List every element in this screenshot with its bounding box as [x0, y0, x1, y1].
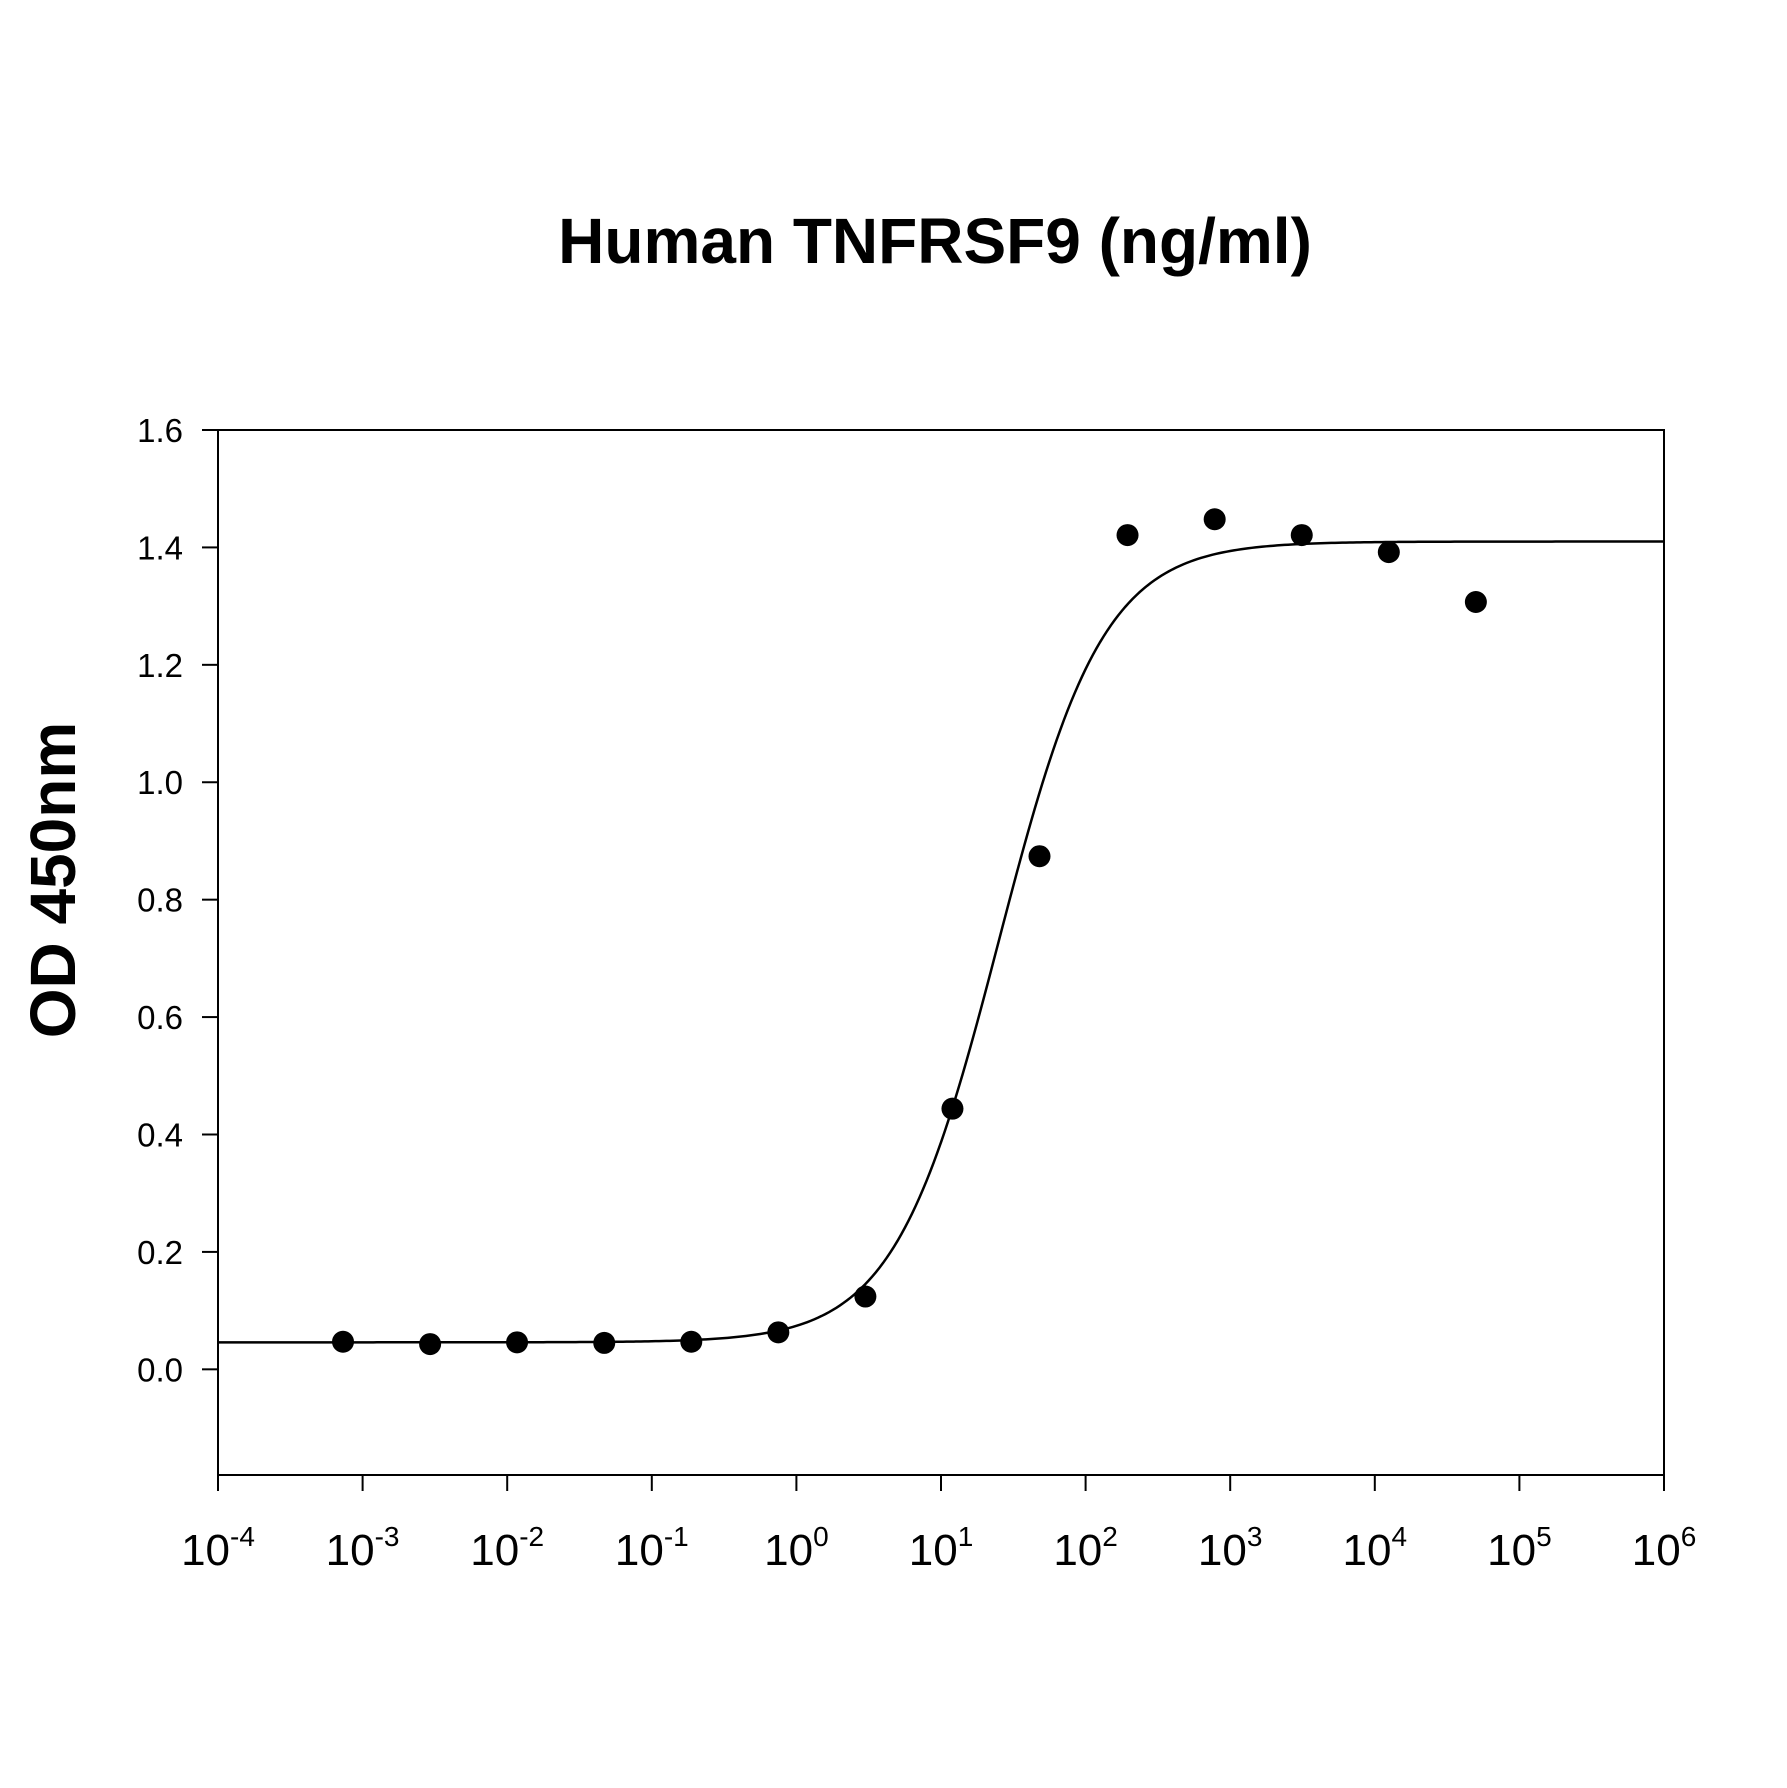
data-point-9 — [1116, 524, 1139, 547]
x-tick-label-8: 104 — [1343, 1521, 1408, 1575]
data-point-1 — [419, 1333, 442, 1356]
data-point-6 — [854, 1285, 877, 1308]
x-tick-label-2: 10-2 — [470, 1521, 544, 1575]
y-tick-label-7: 1.4 — [137, 529, 183, 566]
data-point-13 — [1464, 591, 1487, 614]
data-point-0 — [332, 1330, 355, 1353]
x-tick-label-3: 10-1 — [615, 1521, 689, 1575]
plot-frame — [217, 429, 1665, 1476]
y-tick-label-4: 0.8 — [137, 882, 183, 919]
fit-curve — [218, 540, 1664, 1344]
y-tick-label-1: 0.2 — [137, 1234, 183, 1271]
x-axis-ticks: 10-4 10-3 10-2 10-1 100 101 102 103 104 105 106 — [181, 1475, 1696, 1575]
data-point-11 — [1290, 524, 1313, 547]
y-tick-label-2: 0.4 — [137, 1116, 183, 1153]
data-point-10 — [1203, 508, 1226, 531]
x-tick-label-1: 10-3 — [326, 1521, 400, 1575]
data-points — [332, 508, 1487, 1356]
y-axis-ticks: 0.0 0.2 0.4 0.6 0.8 1.0 1.2 1.4 1.6 — [137, 412, 218, 1388]
x-tick-label-6: 102 — [1053, 1521, 1118, 1575]
x-tick-label-5: 101 — [909, 1521, 974, 1575]
x-tick-label-7: 103 — [1198, 1521, 1263, 1575]
data-point-3 — [593, 1331, 616, 1354]
data-point-8 — [1028, 845, 1051, 868]
data-point-7 — [941, 1097, 964, 1120]
data-point-12 — [1377, 541, 1400, 564]
y-tick-label-0: 0.0 — [137, 1351, 183, 1388]
y-axis-label: OD 450nm — [17, 722, 89, 1039]
x-tick-label-9: 105 — [1487, 1521, 1552, 1575]
data-point-2 — [506, 1331, 529, 1354]
x-tick-label-0: 10-4 — [181, 1521, 255, 1575]
y-tick-label-6: 1.2 — [137, 647, 183, 684]
data-point-4 — [680, 1330, 703, 1353]
chart-title: Human TNFRSF9 (ng/ml) — [558, 205, 1312, 277]
x-tick-label-10: 106 — [1632, 1521, 1697, 1575]
y-tick-label-3: 0.6 — [137, 999, 183, 1036]
x-tick-label-4: 100 — [764, 1521, 829, 1575]
y-tick-label-8: 1.6 — [137, 412, 183, 449]
data-point-5 — [767, 1321, 790, 1344]
y-tick-label-5: 1.0 — [137, 764, 183, 801]
